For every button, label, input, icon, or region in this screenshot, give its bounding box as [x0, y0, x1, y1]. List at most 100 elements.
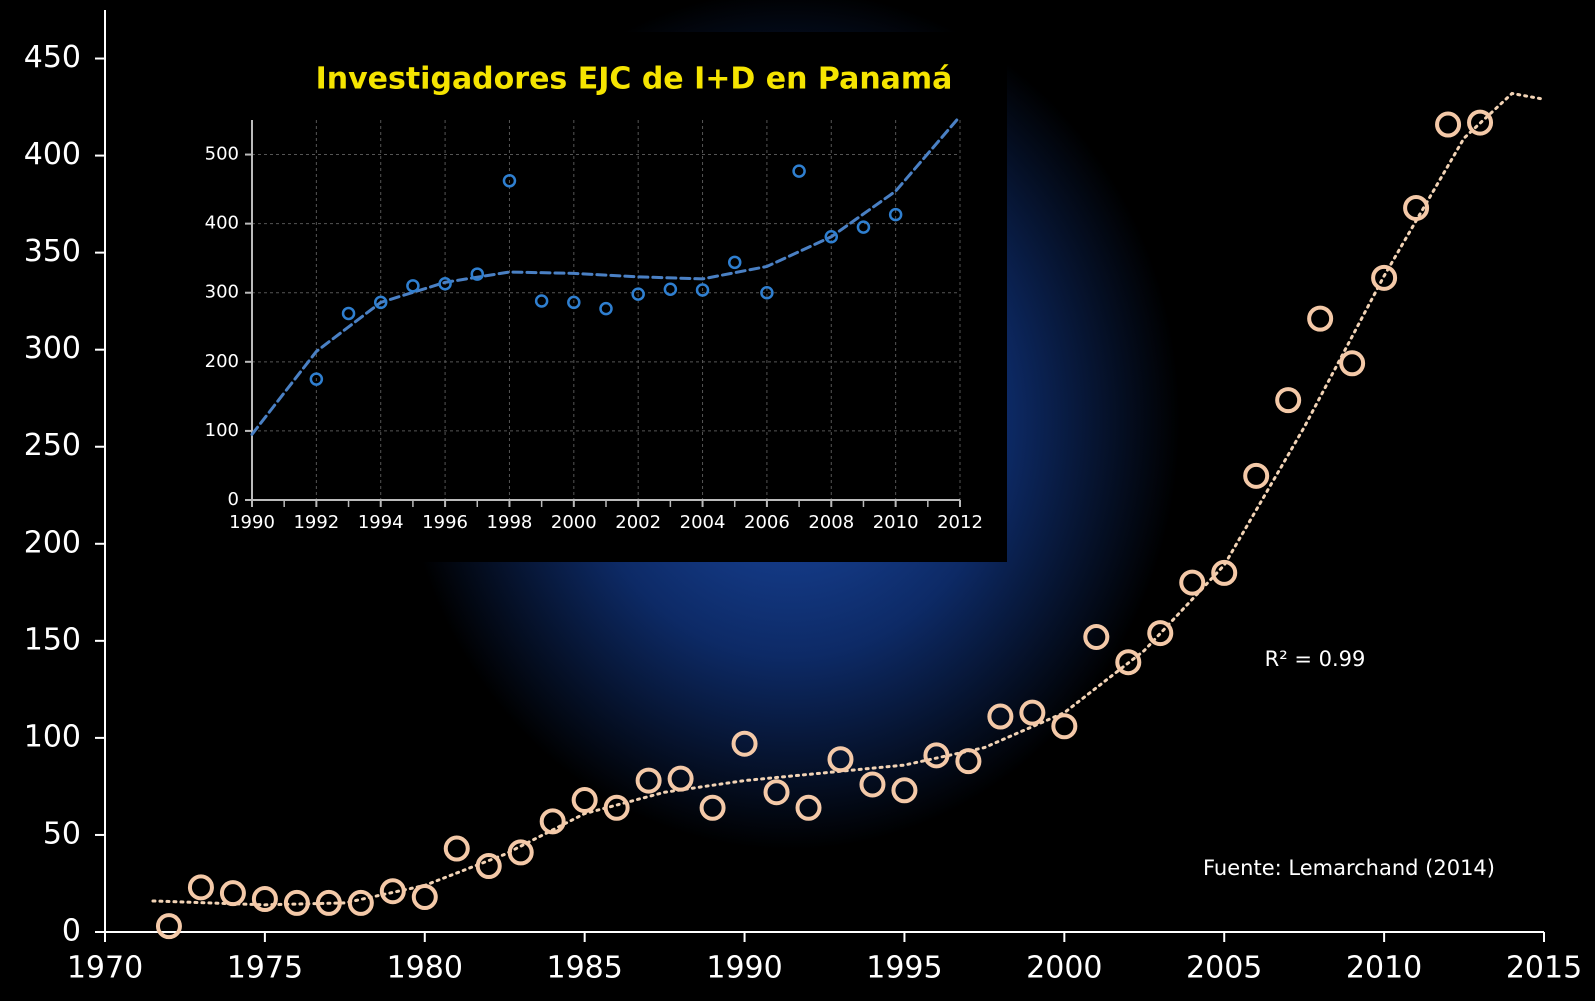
y-tick-label: 250 [24, 428, 81, 463]
x-tick-label: 2008 [808, 512, 854, 533]
data-point [1211, 559, 1238, 586]
x-tick-label: 1995 [866, 951, 942, 986]
data-point [727, 255, 742, 270]
data-point [438, 276, 452, 291]
data-point [219, 880, 246, 907]
data-point [309, 372, 324, 386]
y-tick-label: 300 [24, 331, 81, 366]
y-tick-label: 100 [24, 719, 81, 754]
y-tick-label: 200 [205, 351, 239, 372]
data-point [667, 765, 694, 792]
x-tick-label: 1975 [227, 951, 303, 986]
data-point [1147, 620, 1174, 647]
y-tick-label: 350 [24, 234, 81, 269]
data-point [603, 794, 630, 821]
data-point [406, 279, 420, 293]
x-tick-label: 1990 [706, 951, 782, 986]
data-point [859, 771, 886, 798]
data-point [373, 295, 388, 310]
data-point [763, 779, 790, 806]
data-point [341, 306, 356, 321]
data-point [502, 174, 517, 188]
data-point [1467, 109, 1494, 136]
data-point [923, 742, 950, 769]
inset-title: Investigadores EJC de I+D en Panamá [316, 62, 953, 97]
data-point [534, 294, 549, 308]
data-point [443, 835, 470, 862]
data-point [411, 884, 438, 911]
y-tick-label: 0 [228, 489, 239, 510]
data-point [635, 767, 662, 794]
x-tick-label: 1970 [67, 951, 143, 986]
data-point [567, 295, 581, 310]
data-point [1275, 387, 1302, 414]
data-point [1019, 699, 1046, 726]
x-tick-label: 2000 [1026, 951, 1102, 986]
data-point [1371, 264, 1398, 291]
data-point [695, 283, 710, 297]
main-chart: 0 50 100 150 200 250 300 350 400 450 1970 1975 1980 1… [24, 10, 1582, 986]
data-point [663, 282, 678, 297]
y-tick-label: 300 [205, 282, 239, 303]
data-point [856, 220, 871, 234]
x-tick-label: 2012 [937, 512, 983, 533]
data-point [539, 808, 566, 835]
x-tick-label: 2004 [680, 512, 726, 533]
inset-chart: 0 100 200 300 400 500 1990 1992 1994 1996 1998 2000… [205, 118, 983, 533]
data-point [187, 874, 214, 901]
y-tick-label: 500 [205, 144, 239, 165]
data-point [631, 287, 645, 301]
data-point [1435, 111, 1462, 138]
data-point [1339, 350, 1366, 377]
data-point [475, 853, 502, 880]
data-point [1051, 713, 1078, 740]
data-point [699, 794, 726, 821]
data-point [888, 207, 903, 222]
y-tick-label: 200 [24, 525, 81, 560]
data-point [792, 164, 806, 178]
x-tick-label: 1998 [487, 512, 533, 533]
data-point [283, 889, 310, 916]
data-point [891, 777, 918, 804]
data-point [571, 787, 598, 814]
annotation: R² = 0.99 [1265, 647, 1366, 671]
data-point [827, 746, 854, 773]
x-tick-label: 2000 [551, 512, 597, 533]
y-tick-label: 0 [62, 914, 81, 949]
data-point [379, 878, 406, 905]
data-point [1179, 569, 1206, 596]
x-tick-label: 1992 [293, 512, 339, 533]
data-point [760, 285, 774, 300]
y-tick-label: 400 [205, 213, 239, 234]
data-point [824, 230, 839, 244]
data-point [955, 748, 982, 775]
x-tick-label: 1990 [229, 512, 275, 533]
data-point [251, 886, 278, 913]
trendline [250, 118, 959, 436]
x-tick-label: 1980 [387, 951, 463, 986]
data-point [470, 267, 485, 281]
data-point [1115, 649, 1142, 676]
y-tick-label: 150 [24, 622, 81, 657]
data-point [599, 301, 613, 316]
y-tick-label: 50 [43, 816, 81, 851]
x-tick-label: 2005 [1186, 951, 1262, 986]
x-tick-label: 1985 [546, 951, 622, 986]
data-point [731, 730, 758, 757]
data-point [347, 889, 374, 916]
inset-panel [112, 32, 1007, 562]
x-tick-label: 1994 [358, 512, 404, 533]
data-point [315, 889, 342, 916]
y-tick-label: 450 [24, 40, 81, 75]
data-point [1403, 194, 1430, 221]
x-tick-label: 2006 [744, 512, 790, 533]
x-tick-label: 2015 [1506, 951, 1582, 986]
data-point [507, 839, 534, 866]
data-point [155, 913, 182, 940]
x-tick-label: 2010 [1346, 951, 1422, 986]
annotation: Fuente: Lemarchand (2014) [1203, 856, 1495, 880]
x-tick-label: 1996 [422, 512, 468, 533]
x-tick-label: 2002 [615, 512, 661, 533]
x-tick-label: 2010 [873, 512, 919, 533]
